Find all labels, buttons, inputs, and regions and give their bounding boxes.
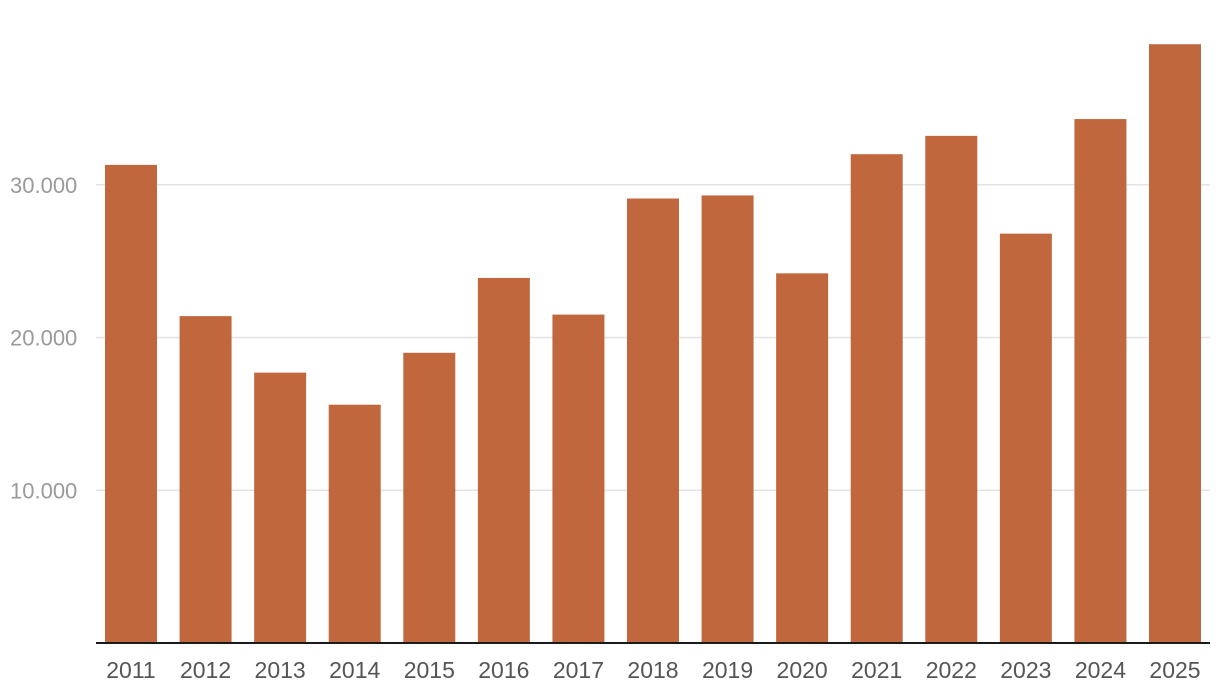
x-tick-label: 2018	[627, 657, 678, 683]
bar-2022	[925, 135, 978, 643]
x-tick-label: 2023	[1000, 657, 1051, 683]
bar-2015	[403, 352, 456, 643]
bar-2024	[1074, 119, 1127, 643]
bar-2020	[776, 273, 829, 643]
bar-2011	[105, 164, 157, 643]
bar-2025	[1149, 44, 1201, 644]
bar-2016	[477, 277, 530, 643]
y-tick-label: 30.000	[10, 173, 77, 198]
x-tick-label: 2017	[553, 657, 604, 683]
x-tick-label: 2014	[329, 657, 380, 683]
bar-2023	[999, 233, 1052, 643]
y-tick-label: 10.000	[10, 478, 77, 503]
x-tick-label: 2022	[926, 657, 977, 683]
x-tick-label: 2019	[702, 657, 753, 683]
x-tick-label: 2013	[255, 657, 306, 683]
bar-2012	[179, 316, 232, 643]
x-tick-label: 2024	[1075, 657, 1126, 683]
bar-2019	[701, 195, 754, 643]
x-tick-label: 2016	[478, 657, 529, 683]
bar-2021	[850, 154, 903, 643]
x-tick-label: 2015	[404, 657, 455, 683]
x-tick-label: 2011	[106, 657, 155, 683]
bars	[105, 44, 1201, 644]
bar-2018	[627, 198, 679, 643]
x-tick-label: 2012	[180, 657, 231, 683]
y-axis-tick-labels: 10.000 20.000 30.000	[10, 173, 77, 504]
bar-2017	[552, 314, 605, 643]
y-tick-label: 20.000	[10, 326, 77, 351]
x-tick-label: 2020	[777, 657, 828, 683]
bar-2014	[328, 404, 381, 643]
x-axis-tick-labels: 2011 2012 2013 2014 2015 2016 2017 2018 2019 2020…	[106, 657, 1200, 683]
x-tick-label: 2021	[851, 657, 902, 683]
bar-2013	[254, 372, 307, 643]
x-tick-label: 2025	[1149, 657, 1200, 683]
